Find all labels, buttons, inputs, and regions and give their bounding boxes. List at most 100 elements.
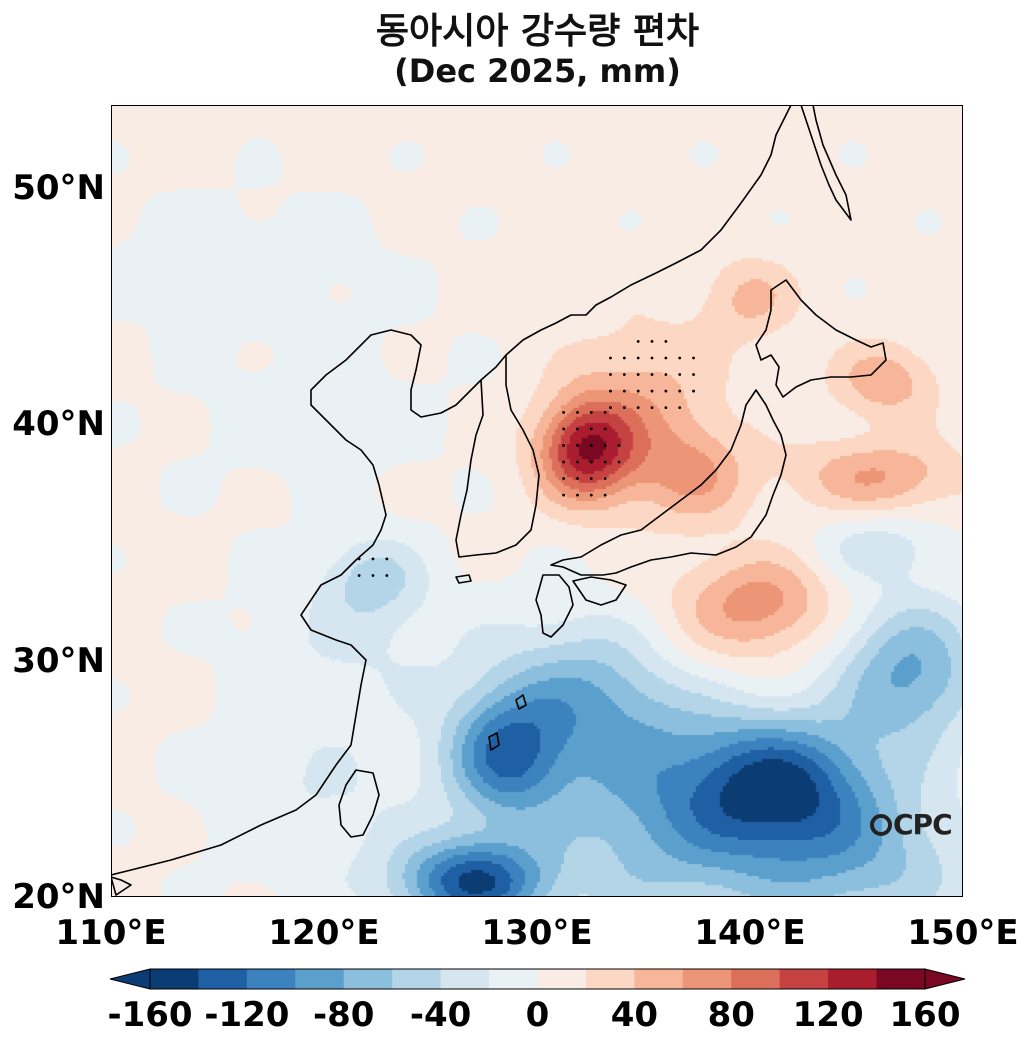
colorbar bbox=[109, 968, 966, 990]
stipple-dot bbox=[636, 406, 640, 410]
lat-tick-label: 50°N bbox=[12, 167, 105, 208]
stipple-dot bbox=[650, 356, 654, 360]
colorbar-tick-label: 120 bbox=[792, 995, 864, 1035]
colorbar-segment bbox=[779, 969, 829, 989]
coastline-sakhalin bbox=[800, 105, 852, 221]
colorbar-tick-label: 160 bbox=[889, 995, 961, 1035]
coastline-hokkaido bbox=[755, 279, 887, 398]
lat-tick-label: 40°N bbox=[12, 404, 105, 445]
colorbar-segment bbox=[585, 969, 635, 989]
stipple-dot bbox=[609, 406, 612, 410]
stipple-dot bbox=[692, 356, 695, 360]
stipple-dot bbox=[589, 477, 593, 480]
stipple-dot bbox=[589, 460, 593, 464]
lat-tick-label: 20°N bbox=[12, 877, 105, 917]
coastline-shikoku bbox=[572, 576, 627, 606]
colorbar-over-arrow bbox=[924, 968, 966, 990]
colorbar-segment bbox=[537, 969, 587, 989]
stipple-dot bbox=[576, 460, 579, 464]
stipple-dot bbox=[562, 477, 566, 480]
colorbar-segment bbox=[295, 969, 345, 989]
stipple-dot bbox=[622, 406, 626, 410]
colorbar-tick-label: -80 bbox=[313, 995, 375, 1035]
stipple-dot bbox=[617, 460, 621, 464]
stipple-dot bbox=[562, 493, 566, 497]
stipple-dot bbox=[562, 444, 566, 447]
significance-stippling bbox=[357, 340, 695, 577]
colorbar-segment bbox=[682, 969, 732, 989]
stipple-dot bbox=[622, 389, 626, 393]
colorbar-segment bbox=[440, 969, 490, 989]
stipple-dot bbox=[636, 340, 640, 343]
stipple-dot bbox=[562, 427, 566, 431]
stipple-dot bbox=[603, 410, 607, 414]
colorbar-segment bbox=[731, 969, 781, 989]
colorbar-under-arrow bbox=[109, 968, 151, 990]
lon-tick-label: 130°E bbox=[481, 913, 593, 953]
stipple-dot bbox=[622, 373, 626, 376]
stipple-dot bbox=[589, 410, 593, 414]
stipple-dot bbox=[664, 373, 668, 376]
colorbar-segment bbox=[150, 969, 199, 989]
colorbar-frame bbox=[149, 968, 926, 990]
colorbar-segment bbox=[246, 969, 296, 989]
stipple-dot bbox=[692, 373, 695, 376]
stipple-dot bbox=[678, 389, 682, 393]
coastline-kyushu bbox=[535, 574, 574, 638]
stipple-dot bbox=[385, 574, 389, 577]
stipple-dot bbox=[692, 389, 695, 393]
lon-tick-label: 140°E bbox=[694, 913, 806, 953]
stipple-dot bbox=[385, 557, 389, 561]
stipple-dot bbox=[609, 356, 612, 360]
stipple-dot bbox=[609, 373, 612, 376]
stipple-dot bbox=[650, 373, 654, 376]
coastline-korea bbox=[455, 355, 540, 558]
coastline-ryukyu-1 bbox=[488, 732, 500, 751]
stipple-dot bbox=[603, 427, 607, 431]
stipple-dot bbox=[622, 356, 626, 360]
stipple-dot bbox=[678, 373, 682, 376]
stipple-dot bbox=[664, 389, 668, 393]
colorbar-segment bbox=[343, 969, 393, 989]
stipple-dot bbox=[678, 356, 682, 360]
stipple-dot bbox=[576, 427, 579, 431]
stipple-dot bbox=[589, 427, 593, 431]
coastline-ryukyu-2 bbox=[515, 694, 527, 710]
stipple-dot bbox=[636, 373, 640, 376]
stipple-dot bbox=[636, 389, 640, 393]
stipple-dot bbox=[371, 557, 375, 561]
colorbar-segment bbox=[489, 969, 538, 989]
coastline-honshu bbox=[550, 389, 787, 576]
lon-tick-label: 150°E bbox=[907, 913, 1019, 953]
colorbar-tick-label: -120 bbox=[204, 995, 290, 1035]
map-area: CPC bbox=[111, 105, 963, 897]
stipple-dot bbox=[636, 356, 640, 360]
coastline-taiwan bbox=[338, 769, 380, 838]
colorbar-segment bbox=[828, 969, 878, 989]
stipple-dot bbox=[617, 444, 621, 447]
colorbar-segment bbox=[392, 969, 442, 989]
stipple-dot bbox=[650, 389, 654, 393]
coastline-mainland bbox=[111, 105, 792, 876]
colorbar-tick-label: 80 bbox=[707, 995, 755, 1035]
stipple-dot bbox=[589, 444, 593, 447]
lon-tick-label: 120°E bbox=[268, 913, 380, 953]
colorbar-tick-label: 40 bbox=[610, 995, 659, 1035]
coastline-jeju bbox=[455, 574, 472, 584]
stipple-dot bbox=[603, 493, 607, 497]
stipple-dot bbox=[589, 493, 593, 497]
stipple-dot bbox=[576, 410, 579, 414]
coastline-layer bbox=[111, 105, 887, 896]
cpc-logo-icon bbox=[870, 814, 892, 836]
lat-tick-label: 30°N bbox=[12, 640, 105, 681]
stipple-dot bbox=[650, 406, 654, 410]
stipple-dot bbox=[609, 389, 612, 393]
stipple-dot bbox=[562, 410, 566, 414]
stipple-dot bbox=[576, 444, 579, 447]
colorbar-segment bbox=[876, 969, 926, 989]
colorbar-tick-label: 0 bbox=[525, 995, 550, 1035]
stipple-dot bbox=[603, 444, 607, 447]
stipple-dot bbox=[603, 460, 607, 464]
stipple-dot bbox=[371, 574, 375, 577]
stipple-dot bbox=[664, 406, 668, 410]
